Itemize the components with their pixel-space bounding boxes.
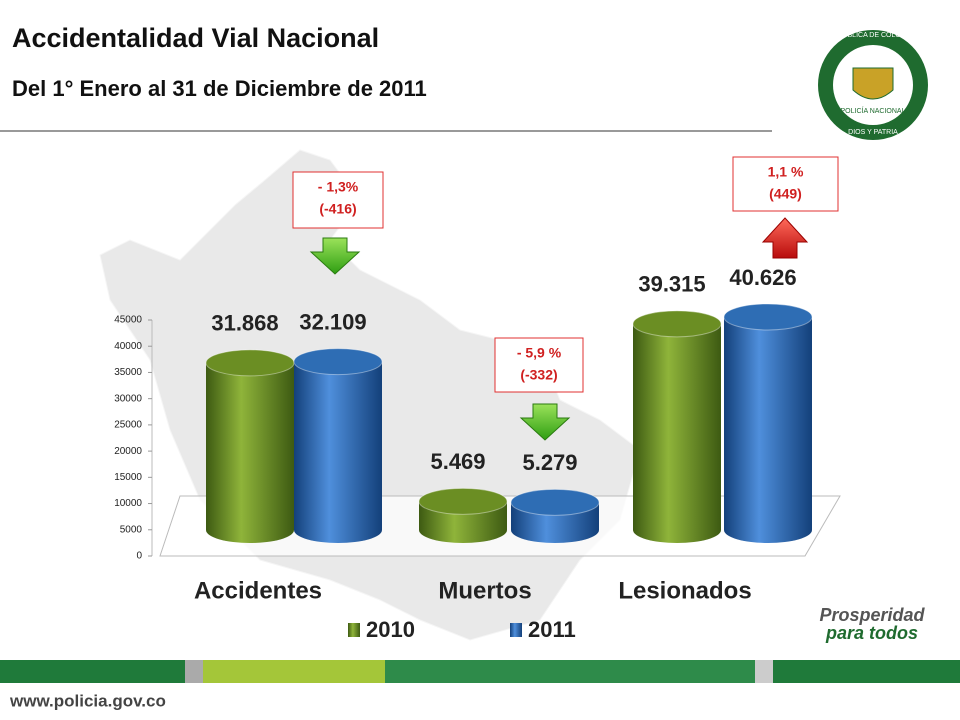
cylinder-top: [510, 488, 600, 516]
annotation-text: - 5,9 %: [517, 345, 562, 361]
value-label: 5.279: [522, 450, 577, 475]
cylinder-body: [294, 361, 382, 530]
cylinder-top: [632, 310, 722, 338]
y-tick-label: 0: [136, 551, 142, 562]
annotation-box: [494, 337, 584, 393]
cylinder-bottom: [419, 517, 507, 543]
cylinder-body: [633, 323, 721, 530]
cylinder-bottom: [294, 517, 382, 543]
x-tick-label: Muertos: [438, 577, 531, 604]
y-tick-label: 20000: [114, 446, 142, 457]
annotation-text: (-416): [319, 201, 356, 217]
annotation-text: (-332): [520, 367, 557, 383]
value-label: 32.109: [299, 309, 366, 334]
y-tick-label: 35000: [114, 367, 142, 378]
legend-swatch: [348, 623, 360, 637]
seal-text: DIOS Y PATRIA: [848, 129, 898, 136]
cylinder-bottom: [724, 517, 812, 543]
legend-swatch: [510, 623, 522, 637]
legend-label: 2011: [528, 617, 576, 642]
cylinder-body: [206, 362, 294, 530]
annotation-text: - 1,3%: [318, 179, 359, 195]
annotation-text: 1,1 %: [768, 164, 804, 180]
cylinder-bottom: [206, 517, 294, 543]
seal: REPÚBLICA DE COLOMBIA POLICÍA NACIONAL D…: [818, 30, 928, 140]
cylinder-top: [723, 303, 813, 331]
cylinder-body: [724, 316, 812, 530]
logo-text: Prosperidad: [819, 605, 925, 625]
seal-text: POLICÍA NACIONAL: [841, 106, 906, 115]
seal-text: REPÚBLICA DE COLOMBIA: [828, 30, 918, 39]
subtitle: Del 1° Enero al 31 de Diciembre de 2011: [12, 76, 427, 101]
x-tick-label: Accidentes: [194, 577, 322, 604]
arrow-down: [519, 403, 571, 441]
cylinder-top: [293, 348, 383, 376]
legend-label: 2010: [366, 617, 415, 642]
cylinder-bottom: [511, 517, 599, 543]
title: Accidentalidad Vial Nacional: [12, 23, 379, 53]
cylinder-bottom: [633, 517, 721, 543]
value-label: 39.315: [638, 272, 705, 297]
logo-text: para todos: [825, 623, 918, 643]
value-label: 31.868: [211, 311, 278, 336]
y-tick-label: 45000: [114, 315, 142, 326]
arrow-up: [761, 217, 809, 259]
y-tick-label: 5000: [120, 524, 143, 535]
y-tick-label: 10000: [114, 498, 142, 509]
annotation-text: (449): [769, 186, 802, 202]
arrow-down: [309, 237, 361, 275]
y-tick-label: 30000: [114, 393, 142, 404]
footer-bars: [0, 660, 960, 683]
x-tick-label: Lesionados: [618, 577, 751, 604]
y-tick-label: 15000: [114, 472, 142, 483]
annotation-box: [732, 156, 839, 212]
value-label: 5.469: [430, 449, 485, 474]
value-label: 40.626: [729, 265, 796, 290]
cylinder-top: [205, 349, 295, 377]
y-tick-label: 40000: [114, 341, 142, 352]
y-tick-label: 25000: [114, 420, 142, 431]
cylinder-top: [418, 487, 508, 515]
footer-url: www.policia.gov.co: [9, 691, 166, 710]
annotation-box: [292, 171, 384, 229]
